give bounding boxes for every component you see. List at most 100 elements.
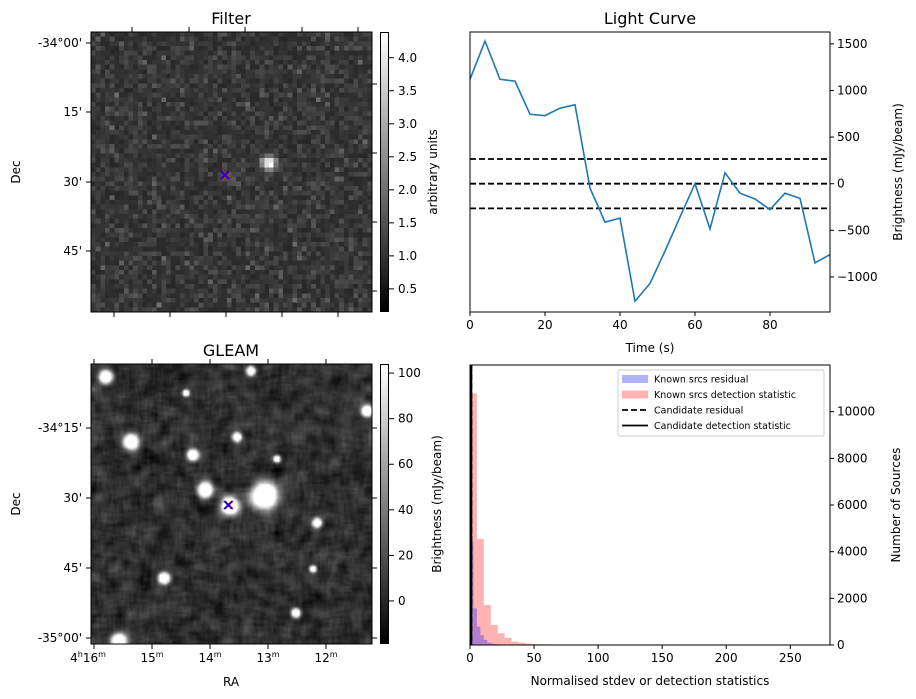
- detection-bar: [490, 625, 498, 645]
- colorbar-tick-label: 2.0: [398, 183, 417, 197]
- detection-bar: [483, 605, 491, 645]
- y-tick-label: 8000: [837, 451, 868, 465]
- colorbar-tick-label: 0.5: [398, 282, 417, 296]
- colorbar-tick-label: 1.5: [398, 216, 417, 230]
- residual-bar: [473, 608, 477, 645]
- y-tick-label: 0: [837, 638, 845, 652]
- tick-part: m: [98, 650, 106, 659]
- colorbar-tick-label: 20: [398, 548, 413, 562]
- light-curve-line: [469, 38, 831, 303]
- blue-x-marker-icon: [223, 500, 233, 510]
- filter-ylabel: Dec: [9, 160, 23, 183]
- x-tick-label: 150: [651, 651, 674, 665]
- y-tick-label: 2000: [837, 591, 868, 605]
- y-tick-label: 45': [63, 244, 82, 258]
- colorbar-tick-label: 100: [398, 366, 421, 380]
- legend-label: Candidate detection statistic: [654, 421, 791, 432]
- legend-label: Candidate residual: [654, 406, 743, 417]
- x-tick-label: 250: [779, 651, 802, 665]
- legend-label: Known srcs residual: [654, 375, 748, 386]
- x-tick-label: 12m: [314, 650, 337, 665]
- y-tick-label: 30': [63, 175, 82, 189]
- colorbar-tick-label: 0: [398, 594, 406, 608]
- gleam-image: [91, 364, 372, 644]
- y-tick-label: 15': [63, 105, 82, 119]
- legend: Known srcs residual Known srcs detection …: [617, 369, 825, 437]
- histogram-panel: 0 50 100 150 200 250 0 2000 4000 6000 8000 10000 Nor…: [466, 364, 903, 688]
- colorbar-label: arbitrary units: [426, 129, 440, 215]
- colorbar-label: Brightness (mJy/beam): [430, 435, 444, 573]
- y-tick-label: 6000: [837, 498, 868, 512]
- colorbar-tick-label: 60: [398, 457, 413, 471]
- x-tick-label: 80: [762, 318, 777, 332]
- residual-bar: [483, 640, 488, 645]
- colorbar-tick-label: 40: [398, 503, 413, 517]
- tick-part: 4: [70, 651, 78, 665]
- colorbar-tick-label: 2.5: [398, 150, 417, 164]
- y-tick-label: −500: [837, 223, 870, 237]
- y-tick-label: 500: [837, 130, 860, 144]
- tick-part: m: [272, 650, 280, 659]
- light-curve-title: Light Curve: [604, 9, 696, 28]
- colorbar-tick-label: 3.5: [398, 84, 417, 98]
- legend-box: [617, 369, 825, 437]
- residual-bar: [476, 626, 481, 645]
- filter-title: Filter: [211, 9, 251, 28]
- x-tick-label: 40: [612, 318, 627, 332]
- filter-colorbar: [380, 32, 389, 312]
- y-tick-label: 10000: [837, 405, 875, 419]
- residual-bar: [487, 642, 491, 645]
- x-tick-label: 200: [715, 651, 738, 665]
- colorbar-tick-label: 1.0: [398, 249, 417, 263]
- colorbar-tick-label: 4.0: [398, 51, 417, 65]
- x-tick-label: 20: [537, 318, 552, 332]
- y-tick-label: 30': [63, 491, 82, 505]
- y-tick-label: 0: [837, 177, 845, 191]
- tick-part: h: [78, 650, 83, 659]
- filter-image: [91, 32, 372, 312]
- y-tick-label: -34°00': [38, 36, 82, 50]
- y-tick-label: -35°00': [38, 631, 82, 645]
- light-curve-xlabel: Time (s): [625, 341, 675, 355]
- y-tick-label: 1000: [837, 83, 868, 97]
- gleam-frame: [90, 363, 373, 645]
- filter-panel: Filter Dec -34°00' 15' 30' 45' 0.5 1.0 1.5 2.0 2.5…: [9, 9, 440, 317]
- detection-bar: [476, 538, 484, 645]
- colorbar-tick-label: 80: [398, 412, 413, 426]
- colorbar-tick-label: 3.0: [398, 117, 417, 131]
- tick-part: 16: [83, 651, 98, 665]
- blue-x-marker-icon: [220, 170, 230, 180]
- gleam-title: GLEAM: [203, 341, 259, 360]
- x-tick-label: 0: [466, 318, 474, 332]
- x-tick-label: 60: [687, 318, 702, 332]
- filter-frame: [90, 31, 373, 313]
- tick-part: 13: [256, 651, 271, 665]
- residual-bar: [490, 643, 495, 645]
- tick-part: 12: [314, 651, 329, 665]
- detection-bar: [470, 393, 477, 645]
- legend-swatch: [622, 390, 648, 399]
- x-tick-label: 14m: [198, 650, 221, 665]
- light-curve-panel: Light Curve 0 20 40 60 80 −1000 −500 0 500 1000 150…: [466, 9, 905, 355]
- histogram-ylabel: Number of Sources: [889, 448, 903, 563]
- x-tick-label: 4h16m: [70, 650, 106, 665]
- legend-swatch: [622, 375, 648, 383]
- tick-part: m: [156, 650, 164, 659]
- tick-part: 14: [198, 651, 213, 665]
- gleam-colorbar: [380, 364, 389, 644]
- detection-bar: [511, 641, 519, 645]
- y-tick-label: 4000: [837, 545, 868, 559]
- detection-bar: [504, 637, 512, 645]
- detection-bar: [497, 633, 505, 645]
- tick-part: 15: [140, 651, 155, 665]
- residual-bar: [480, 635, 484, 645]
- x-tick-label: 13m: [256, 650, 279, 665]
- x-tick-label: 50: [526, 651, 541, 665]
- y-tick-label: 45': [63, 561, 82, 575]
- histogram-xlabel: Normalised stdev or detection statistics: [531, 674, 770, 688]
- detection-bar: [525, 643, 533, 645]
- y-tick-label: 1500: [837, 37, 868, 51]
